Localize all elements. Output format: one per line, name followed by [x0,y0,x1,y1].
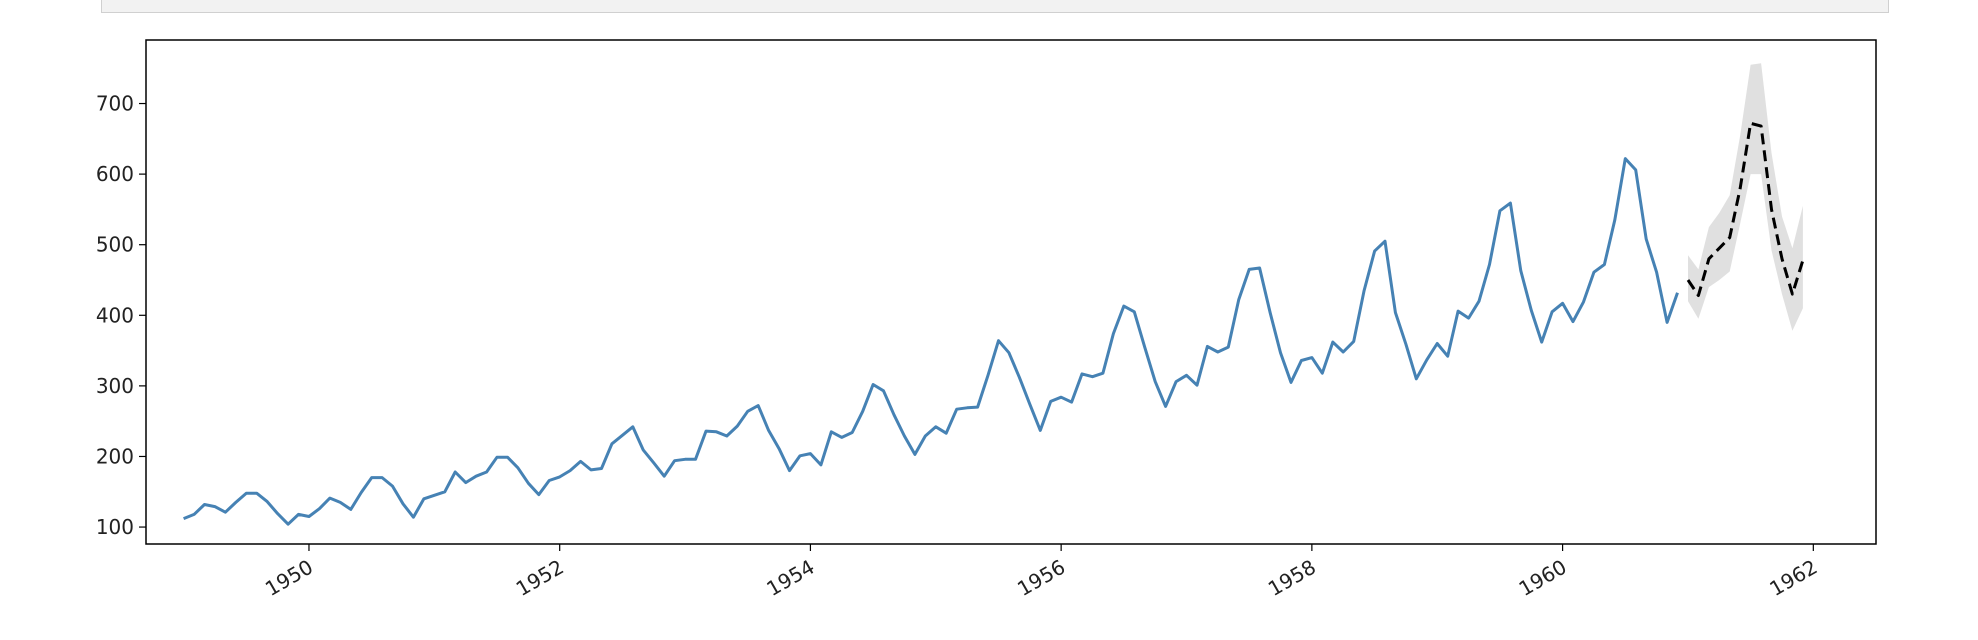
x-tick-label: 1950 [261,555,317,601]
x-axis: 1950 1952 1954 1956 1958 1960 1962 [261,544,1821,601]
x-tick-label: 1954 [762,555,818,601]
y-tick-label: 100 [96,515,134,539]
forecast-confidence-band [1688,63,1803,331]
y-tick-label: 700 [96,92,134,116]
y-tick-label: 200 [96,444,134,468]
x-tick-label: 1958 [1264,555,1320,601]
axes-frame [145,39,1877,545]
output-cell-top-edge [101,0,1889,13]
y-axis: 100 200 300 400 500 600 700 [96,92,146,539]
series-lines-layer [183,121,1805,526]
x-tick-label: 1960 [1515,555,1571,601]
forecast-confidence-band-layer [1688,63,1803,331]
x-tick-label: 1952 [512,555,568,601]
y-tick-label: 400 [96,303,134,327]
history-line [183,157,1679,526]
y-tick-label: 500 [96,233,134,257]
x-tick-label: 1956 [1013,555,1069,601]
x-tick-label: 1962 [1765,555,1821,601]
y-tick-label: 300 [96,374,134,398]
y-tick-label: 600 [96,162,134,186]
